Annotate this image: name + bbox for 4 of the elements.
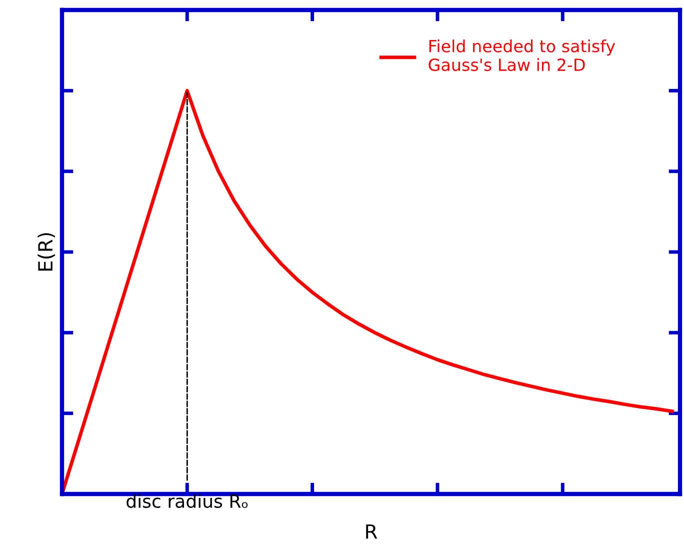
annotation: disc radius Rₒ bbox=[126, 494, 248, 508]
x-axis-title: R bbox=[366, 524, 378, 539]
legend-label: Field needed to satisfy Gauss's Law in 2-D bbox=[428, 40, 616, 72]
y-axis-title: E(R) bbox=[38, 233, 55, 271]
